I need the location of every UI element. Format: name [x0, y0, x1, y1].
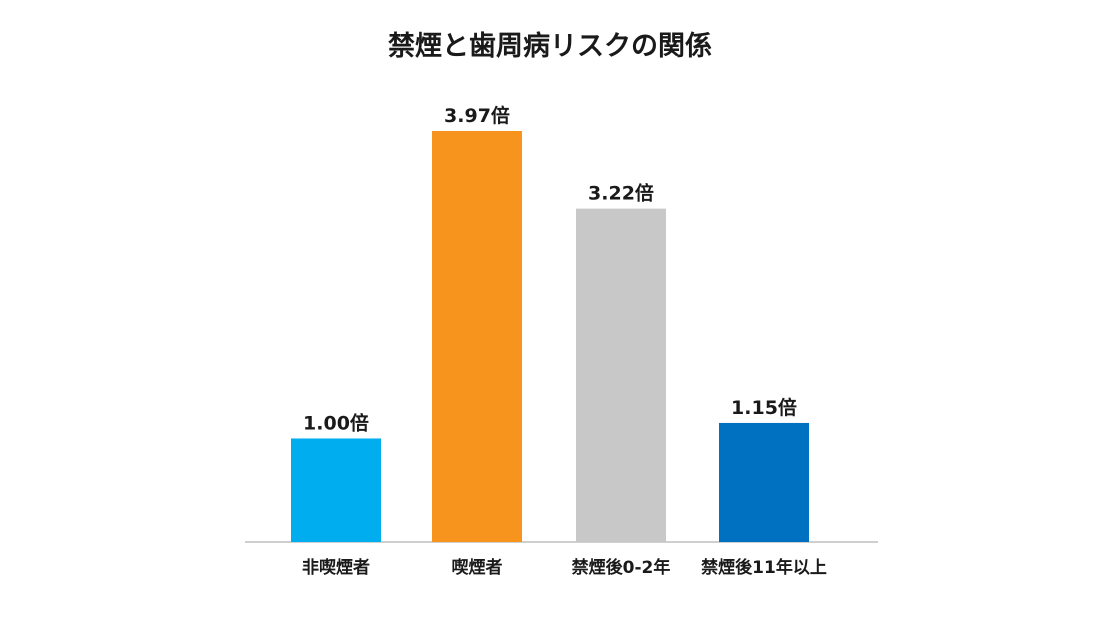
bar-1: [291, 438, 381, 542]
category-label-3: 禁煙後0-2年: [572, 557, 671, 578]
bar-4: [719, 422, 809, 542]
value-label-2: 3.97倍: [444, 104, 510, 127]
bars-group: [291, 131, 809, 542]
value-label-4: 1.15倍: [731, 396, 797, 419]
value-label-3: 3.22倍: [588, 182, 654, 205]
bar-2: [432, 131, 522, 542]
value-label-1: 1.00倍: [303, 411, 369, 434]
category-label-1: 非喫煙者: [302, 557, 370, 578]
value-labels-group: 1.00倍 3.97倍 3.22倍 1.15倍: [303, 104, 797, 434]
category-label-4: 禁煙後11年以上: [701, 557, 827, 578]
bar-3: [576, 208, 666, 542]
category-label-2: 喫煙者: [452, 557, 503, 578]
chart-title: 禁煙と歯周病リスクの関係: [388, 31, 712, 62]
category-labels-group: 非喫煙者 喫煙者 禁煙後0-2年 禁煙後11年以上: [302, 557, 827, 578]
